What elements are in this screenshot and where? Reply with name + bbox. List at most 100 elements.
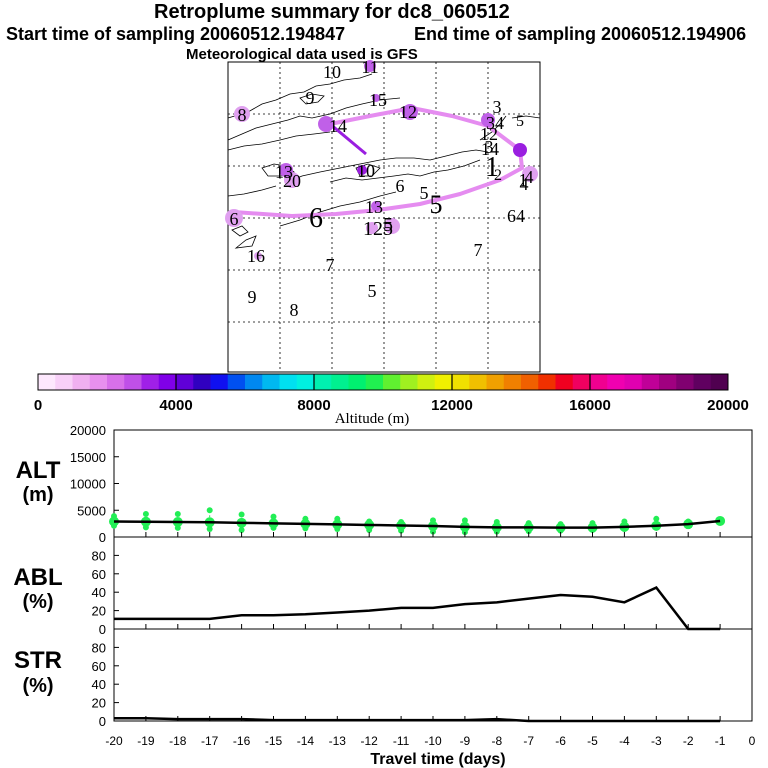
- map-day-label: 10: [357, 161, 375, 181]
- str-series-line: [114, 716, 721, 723]
- map-day-label: 10: [323, 62, 341, 82]
- colorbar-swatch: [434, 374, 453, 390]
- colorbar-swatch: [452, 374, 470, 390]
- alt-low-point: [398, 527, 405, 534]
- map-day-label: 64: [507, 206, 525, 226]
- map-day-label: 7: [326, 255, 335, 275]
- str-y-tick-label: 40: [92, 677, 106, 692]
- map-day-label: 2: [494, 167, 502, 184]
- plume-track: [225, 60, 538, 260]
- colorbar-swatch: [296, 374, 315, 390]
- str-panel-label: STR: [14, 647, 62, 674]
- alt-panel-unit: (m): [22, 484, 53, 506]
- colorbar-tick-label: 4000: [159, 397, 192, 414]
- colorbar-swatch: [693, 374, 712, 390]
- map-day-label: 14: [481, 139, 499, 159]
- colorbar-swatch: [38, 374, 56, 390]
- colorbar-swatch: [124, 374, 142, 390]
- alt-y-tick-label: 20000: [70, 423, 106, 438]
- alt-y-ticks: 0 5000 10000 15000 20000: [70, 423, 119, 545]
- map-day-label: 5: [368, 281, 377, 301]
- plume-dot: [402, 104, 418, 120]
- map-day-label: 4: [520, 174, 529, 194]
- str-panel-unit: (%): [22, 675, 53, 697]
- map-day-label: 9: [248, 287, 257, 307]
- colorbar-swatch: [348, 374, 367, 390]
- plume-dot: [254, 252, 262, 260]
- str-y-tick-label: 0: [99, 714, 106, 729]
- colorbar-swatch: [676, 374, 694, 390]
- plume-dot: [513, 143, 527, 157]
- colorbar-swatch: [262, 374, 280, 390]
- abl-series-line: [114, 586, 721, 631]
- x-axis-label: Travel time (days): [370, 751, 505, 768]
- map-day-label: 5: [420, 183, 429, 203]
- plume-dot: [371, 201, 381, 211]
- alt-high-point: [461, 517, 468, 524]
- map-day-label: 3: [485, 137, 494, 157]
- colorbar-swatch: [141, 374, 160, 390]
- colorbar-swatch: [641, 374, 660, 390]
- x-tick-label: -1: [715, 734, 726, 748]
- colorbar-swatch: [227, 374, 246, 390]
- map-day-label: 13: [365, 197, 383, 217]
- x-tick-label: -7: [523, 734, 534, 748]
- header: Retroplume summary for dc8_060512 Start …: [0, 0, 768, 66]
- x-tick-label: -12: [361, 734, 379, 748]
- colorbar-swatch: [607, 374, 625, 390]
- alt-low-point: [302, 525, 309, 532]
- alt-low-point: [142, 524, 149, 531]
- x-tick-label: -8: [491, 734, 502, 748]
- map-day-label: 13: [275, 162, 293, 182]
- plume-dot: [357, 165, 367, 175]
- alt-low-point: [334, 525, 341, 532]
- colorbar-swatch: [486, 374, 505, 390]
- alt-median-line: [113, 519, 721, 529]
- met-data-label: Meteorological data used is GFS: [186, 46, 418, 63]
- abl-y-ticks: 0 20 40 60 80: [92, 548, 119, 637]
- plume-dot: [364, 60, 376, 72]
- alt-low-point: [366, 527, 373, 534]
- x-tick-label: -5: [587, 734, 598, 748]
- x-tick-label: -3: [651, 734, 662, 748]
- colorbar-swatch: [400, 374, 418, 390]
- colorbar-swatch: [538, 374, 556, 390]
- map-day-label: 5: [383, 214, 393, 236]
- str-y-tick-label: 60: [92, 659, 106, 674]
- x-tick-label: -17: [201, 734, 219, 748]
- alt-low-point: [525, 528, 532, 535]
- map-day-label: 125: [363, 218, 393, 240]
- map-day-label: 14: [329, 116, 347, 136]
- abl-y-tick-label: 40: [92, 585, 106, 600]
- map-day-label: 7: [474, 240, 483, 260]
- plume-dot: [481, 113, 495, 127]
- x-tick-label: -13: [329, 734, 347, 748]
- map-day-label: 8: [290, 300, 299, 320]
- colorbar-swatch: [555, 374, 574, 390]
- x-tick-label: -20: [105, 734, 123, 748]
- map-day-label: 9: [306, 88, 315, 108]
- abl-panel: ABL (%) 0 20 40 60 80: [13, 536, 753, 637]
- map-day-label: 6: [309, 203, 323, 234]
- colorbar-tick-label: 0: [34, 397, 42, 414]
- map-day-label: 8: [238, 105, 247, 125]
- plume-spur-line: [329, 122, 367, 156]
- colorbar-swatch: [107, 374, 125, 390]
- alt-low-point: [206, 525, 213, 532]
- map-day-label: 12: [480, 124, 498, 144]
- plume-dot: [318, 116, 334, 132]
- colorbar-swatch: [572, 374, 591, 390]
- str-panel-frame: [113, 628, 753, 722]
- altitude-colorbar: 0 4000 8000 12000 16000 20000 Altitude (m): [34, 373, 749, 427]
- alt-panel: ALT (m) 0 5000 10000 15000 20000: [16, 423, 753, 545]
- plume-dot: [279, 163, 293, 177]
- colorbar-swatch: [365, 374, 384, 390]
- colorbar-swatch: [55, 374, 73, 390]
- x-tick-label: -4: [619, 734, 630, 748]
- x-tick-label: -14: [297, 734, 315, 748]
- colorbar-swatch: [210, 374, 229, 390]
- alt-high-point: [142, 510, 149, 517]
- map-coastlines: [227, 73, 541, 249]
- colorbar-frame: [37, 373, 729, 391]
